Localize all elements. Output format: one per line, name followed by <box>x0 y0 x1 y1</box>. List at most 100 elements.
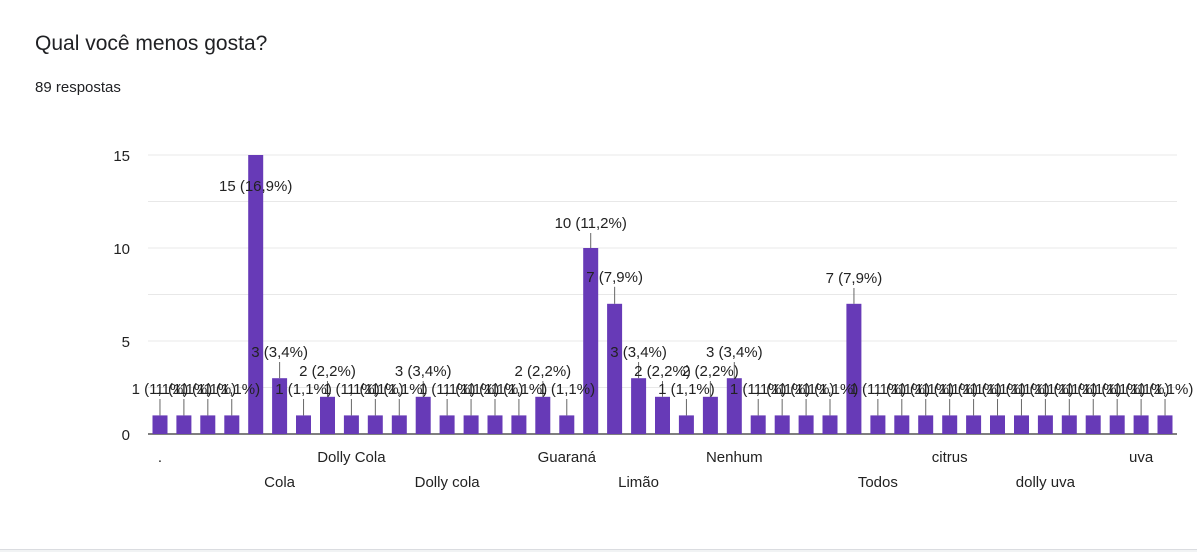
bar <box>535 396 551 434</box>
bar <box>702 396 718 434</box>
data-label: 3 (3,4%) <box>251 344 308 361</box>
bar <box>846 303 862 434</box>
bar <box>152 415 168 434</box>
data-label: 1 (1,1%) <box>179 381 236 398</box>
bar <box>320 396 335 434</box>
data-label: 1 (1,1%) <box>1065 381 1122 398</box>
data-label: 1 (1,1%) <box>538 381 595 398</box>
data-label: 1 (1,1%) <box>921 381 978 398</box>
bar <box>1109 415 1125 434</box>
data-label: 1 (1,1%) <box>443 381 500 398</box>
data-label: 3 (3,4%) <box>706 344 763 361</box>
data-label: 1 (1,1%) <box>658 381 715 398</box>
bar <box>583 248 599 434</box>
bar <box>367 415 383 434</box>
bar <box>559 415 575 434</box>
data-label: 1 (1,1%) <box>347 381 404 398</box>
x-tick-label: Limão <box>618 474 659 491</box>
bar <box>894 415 910 434</box>
data-label: 1 (1,1%) <box>1089 381 1146 398</box>
bar <box>1085 415 1101 434</box>
data-label: 7 (7,9%) <box>826 270 883 287</box>
data-label: 1 (1,1%) <box>993 381 1050 398</box>
x-tick-label: Dolly Cola <box>317 449 386 466</box>
data-label: 1 (1,1%) <box>371 381 428 398</box>
bar <box>1014 415 1029 434</box>
bar <box>822 415 838 434</box>
bar <box>176 415 192 434</box>
x-tick-label: Todos <box>858 474 898 491</box>
data-label: 10 (11,2%) <box>555 215 627 232</box>
data-label: 2 (2,2%) <box>634 363 691 380</box>
bar <box>678 415 694 434</box>
bar <box>248 155 264 434</box>
y-tick-label: 0 <box>122 427 130 444</box>
data-label: 1 (1,1%) <box>491 381 548 398</box>
data-label: 3 (3,4%) <box>610 344 667 361</box>
y-tick-label: 5 <box>122 334 130 351</box>
data-label: 1 (1,1%) <box>945 381 1002 398</box>
data-label: 1 (1,1%) <box>419 381 476 398</box>
bar <box>750 415 766 434</box>
bar <box>918 415 934 434</box>
data-label: 1 (1,1%) <box>873 381 930 398</box>
data-label: 1 (1,1%) <box>1113 381 1170 398</box>
x-tick-label: Guaraná <box>538 449 597 466</box>
bar <box>631 378 647 434</box>
bar <box>224 415 240 434</box>
data-label: 1 (1,1%) <box>850 381 907 398</box>
x-tick-label: uva <box>1129 449 1154 466</box>
response-count: 89 respostas <box>35 79 121 96</box>
y-tick-label: 10 <box>113 241 130 258</box>
bar <box>942 415 958 434</box>
question-title: Qual você menos gosta? <box>35 32 268 55</box>
data-label: 1 (1,1%) <box>203 381 260 398</box>
x-tick-label: citrus <box>932 449 968 466</box>
bar <box>391 415 407 434</box>
data-label: 1 (1,1%) <box>897 381 954 398</box>
bar <box>439 415 455 434</box>
data-label: 15 (16,9%) <box>219 178 292 195</box>
bar <box>798 415 814 434</box>
bar <box>415 396 431 434</box>
bar <box>726 378 742 434</box>
data-label: 3 (3,4%) <box>395 363 452 380</box>
data-label: 1 (1,1%) <box>802 381 859 398</box>
data-label: 1 (1,1%) <box>132 381 189 398</box>
data-label: 1 (1,1%) <box>323 381 380 398</box>
x-tick-label: Nenhum <box>706 449 763 466</box>
data-label: 7 (7,9%) <box>586 269 643 286</box>
bar <box>607 303 623 434</box>
data-label: 1 (1,1%) <box>467 381 524 398</box>
bar <box>1133 415 1149 434</box>
data-label: 1 (1,1%) <box>275 381 332 398</box>
data-label: 1 (1,1%) <box>969 381 1026 398</box>
bar <box>774 415 790 434</box>
x-tick-label: Cola <box>264 474 296 491</box>
bar <box>200 415 216 434</box>
data-label: 1 (1,1%) <box>156 381 213 398</box>
bar <box>990 415 1005 434</box>
bar <box>343 415 359 434</box>
bar <box>870 415 886 434</box>
data-label: 2 (2,2%) <box>299 363 356 380</box>
data-label: 1 (1,1%) <box>778 381 835 398</box>
bar <box>655 396 670 434</box>
bar <box>1157 415 1173 434</box>
bar <box>272 378 288 434</box>
x-tick-label: dolly uva <box>1016 474 1076 491</box>
x-tick-label: . <box>158 449 162 466</box>
data-label: 1 (1,1%) <box>1017 381 1074 398</box>
x-tick-label: Dolly cola <box>415 474 481 491</box>
bar <box>1061 415 1077 434</box>
bar <box>511 415 527 434</box>
bar <box>487 415 503 434</box>
bar <box>296 415 311 434</box>
data-label: 1 (1,1%) <box>730 381 787 398</box>
data-label: 1 (1,1%) <box>1137 381 1194 398</box>
data-label: 2 (2,2%) <box>514 363 571 380</box>
bar <box>463 415 479 434</box>
data-label: 1 (1,1%) <box>754 381 811 398</box>
data-label: 1 (1,1%) <box>1041 381 1098 398</box>
